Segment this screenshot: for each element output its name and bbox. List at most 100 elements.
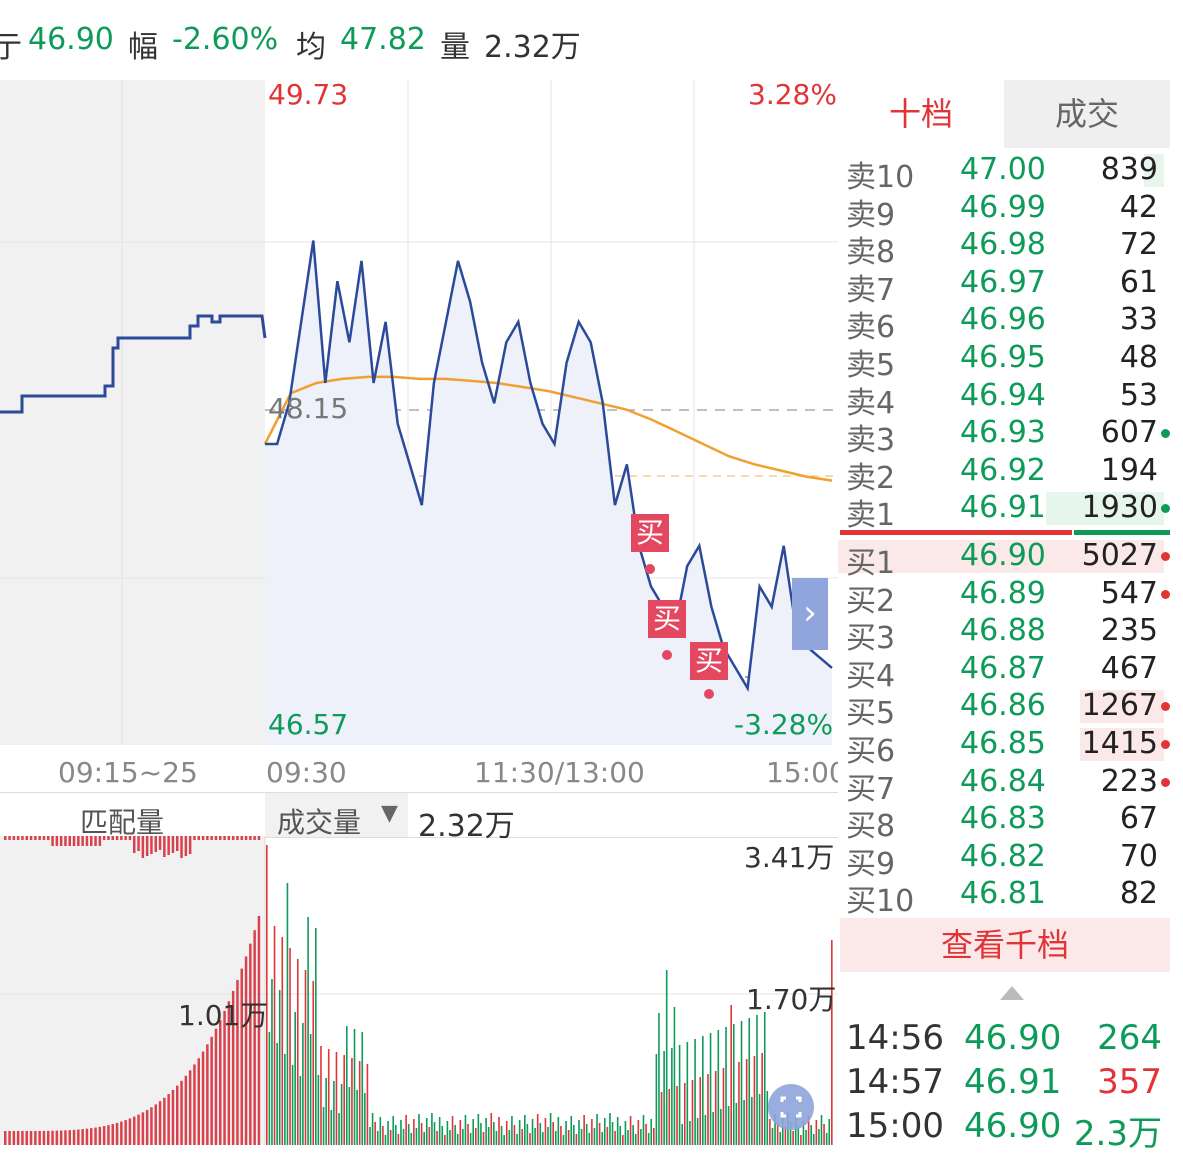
volume-bar — [345, 1026, 348, 1145]
volume-bar — [418, 1114, 420, 1145]
bid-level-label: 买4 — [846, 658, 896, 694]
volume-bar — [382, 1126, 384, 1145]
preauction-volume-bar — [64, 836, 67, 846]
volume-bar — [400, 1120, 402, 1145]
volume-bar — [273, 926, 276, 1145]
volume-bar — [624, 1121, 627, 1145]
volume-bar — [361, 1032, 364, 1145]
bid-row[interactable]: 买8 46.83 67 — [838, 801, 1170, 844]
volume-bar — [699, 1077, 702, 1145]
bid-row[interactable]: 买7 46.84 223 — [838, 763, 1170, 807]
intraday-price-chart[interactable] — [0, 80, 838, 748]
volume-bar — [521, 1129, 524, 1145]
triangle-up-icon[interactable] — [998, 984, 1026, 1002]
price-mid-label: 48.15 — [268, 392, 349, 425]
preauction-volume-bar — [223, 1010, 226, 1145]
bid-level-label: 买3 — [846, 621, 896, 657]
bid-row[interactable]: 买3 46.88 235 — [838, 613, 1170, 656]
buy-marker[interactable]: 买 — [690, 642, 728, 680]
preauction-volume-bar — [77, 836, 80, 846]
buy-marker[interactable]: 买 — [648, 600, 686, 638]
bid-row[interactable]: 买5 46.86 1267 — [838, 688, 1170, 731]
ask-row[interactable]: 卖8 46.98 72 — [838, 227, 1170, 270]
preauction-volume-bar — [188, 1070, 192, 1145]
volume-bar — [792, 1131, 794, 1145]
ask-row[interactable]: 卖1 46.91 1930 — [838, 490, 1170, 533]
volume-bar — [810, 1125, 812, 1145]
volume-bar — [425, 1118, 428, 1145]
ask-row[interactable]: 卖7 46.97 61 — [838, 264, 1170, 308]
volume-chart — [0, 836, 838, 1145]
bid-row[interactable]: 买4 46.87 467 — [838, 650, 1170, 694]
truncated-label: 亍 — [0, 30, 22, 65]
matched-volume-tab[interactable]: 匹配量 — [80, 806, 165, 839]
view-more-levels-button[interactable]: 查看千档 — [840, 918, 1170, 972]
preauction-volume-bar — [115, 1122, 119, 1145]
volume-bar — [580, 1129, 583, 1145]
tab-ten-levels[interactable]: 十档 — [840, 80, 1002, 148]
price-high-label: 49.73 — [268, 78, 349, 111]
volume-bar — [302, 1023, 304, 1145]
bid-price: 46.83 — [960, 801, 1046, 837]
volume-bar — [482, 1132, 485, 1145]
total-volume: 2.32万 — [484, 30, 581, 65]
ask-row[interactable]: 卖4 46.94 53 — [838, 378, 1170, 421]
ask-row[interactable]: 卖3 46.93 607 — [838, 415, 1170, 458]
fullscreen-button[interactable] — [768, 1084, 814, 1130]
volume-bar — [322, 1107, 325, 1145]
preauction-volume-bar — [257, 915, 261, 1145]
ask-row[interactable]: 卖6 46.96 33 — [838, 302, 1170, 345]
preauction-volume-bar — [115, 836, 119, 840]
volume-bar — [691, 1080, 694, 1145]
volume-bar — [779, 1132, 782, 1145]
bid-level-label: 买7 — [846, 771, 896, 807]
volume-bar — [513, 1125, 516, 1145]
preauction-volume-bar — [68, 1130, 71, 1145]
volume-bar — [315, 928, 317, 1145]
trade-time: 14:57 — [846, 1062, 944, 1102]
volume-bar — [655, 1054, 658, 1145]
volume-bar — [500, 1126, 503, 1145]
preauction-volume-bar — [171, 1089, 175, 1145]
ask-level-label: 卖6 — [846, 310, 896, 346]
bid-volume: 467 — [1100, 650, 1158, 686]
time-midday: 11:30/13:00 — [474, 756, 645, 789]
preauction-volume-bar — [236, 980, 239, 1145]
buy-marker[interactable]: 买 — [631, 514, 669, 552]
bid-row[interactable]: 买10 46.81 82 — [838, 876, 1170, 919]
volume-bar — [397, 1134, 400, 1145]
bid-row[interactable]: 买2 46.89 547 — [838, 575, 1170, 619]
bid-row[interactable]: 买6 46.85 1415 — [838, 726, 1170, 769]
ask-row[interactable]: 卖2 46.92 194 — [838, 453, 1170, 496]
volume-bar — [410, 1133, 413, 1145]
preauction-volume-bar — [167, 836, 170, 855]
ask-row[interactable]: 卖10 47.00 839 — [838, 152, 1170, 195]
expand-panel-button[interactable]: › — [792, 578, 828, 650]
preauction-volume-bar — [51, 836, 54, 846]
bid-row[interactable]: 买1 46.90 5027 — [838, 538, 1170, 581]
bid-row[interactable]: 买9 46.82 70 — [838, 839, 1170, 882]
preauction-volume-bar — [197, 1058, 200, 1145]
preauction-volume-bar — [154, 1104, 157, 1145]
bid-price: 46.84 — [960, 763, 1046, 799]
volume-bar — [681, 1124, 683, 1145]
tab-trades[interactable]: 成交 — [1004, 80, 1170, 148]
volume-bar — [320, 1046, 322, 1145]
ask-volume: 72 — [1119, 227, 1158, 263]
volume-bar — [472, 1119, 474, 1145]
ask-row[interactable]: 卖5 46.95 48 — [838, 340, 1170, 383]
ask-row[interactable]: 卖9 46.99 42 — [838, 190, 1170, 233]
volume-bar — [353, 1029, 356, 1145]
volume-type-selector[interactable]: 成交量 ▼ — [265, 793, 408, 839]
bid-price: 46.89 — [960, 575, 1046, 611]
volume-bar — [745, 1059, 748, 1145]
volume-bar — [758, 1094, 761, 1145]
preauction-volume-bar — [68, 836, 71, 846]
volume-bar — [374, 1122, 376, 1145]
preauction-volume-bar — [8, 1131, 11, 1145]
ask-price: 46.97 — [960, 264, 1046, 300]
bid-level-label: 买1 — [846, 546, 896, 581]
volume-bar — [603, 1118, 606, 1145]
volume-bar — [784, 1127, 787, 1145]
volume-bar — [498, 1117, 500, 1145]
